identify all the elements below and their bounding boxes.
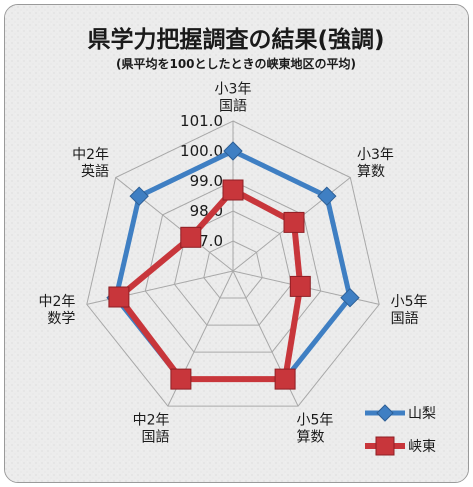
legend-label: 山梨 — [408, 406, 436, 422]
radar-series — [106, 141, 360, 390]
grid-ring — [203, 240, 263, 299]
category-label: 小5年算数 — [297, 412, 334, 445]
grid-ring — [86, 120, 380, 407]
series-marker — [180, 226, 202, 248]
series-marker — [283, 211, 305, 233]
legend-label: 峡東 — [408, 439, 436, 455]
series-marker — [289, 275, 311, 297]
category-label: 中2年国語 — [133, 412, 170, 445]
chart-frame: 県学力把握調査の結果(強調) (県平均を100としたときの峡東地区の平均) 97… — [4, 4, 469, 483]
series-marker — [274, 368, 296, 390]
category-label: 小3年国語 — [215, 82, 252, 115]
category-label: 小5年国語 — [391, 294, 428, 327]
radar-chart: 県学力把握調査の結果(強調) (県平均を100としたときの峡東地区の平均) 97… — [5, 5, 468, 482]
radial-tick-label: 99.0 — [190, 172, 223, 190]
series-marker — [222, 179, 244, 201]
series-marker — [340, 287, 360, 308]
category-label: 中2年数学 — [38, 294, 75, 327]
chart-background — [5, 5, 468, 482]
series-marker — [170, 368, 192, 390]
category-label: 中2年英語 — [72, 147, 109, 180]
series-marker — [317, 186, 337, 206]
series-marker — [108, 286, 130, 308]
chart-subtitle: (県平均を100としたときの峡東地区の平均) — [116, 56, 356, 71]
chart-title: 県学力把握調査の結果(強調) — [87, 26, 384, 53]
grid-ring — [144, 180, 322, 353]
radial-tick-label: 101.0 — [180, 112, 223, 130]
series-marker — [223, 141, 243, 161]
series-marker — [129, 186, 149, 206]
legend-marker — [376, 404, 394, 422]
legend-marker — [375, 436, 395, 456]
category-label: 小3年算数 — [357, 147, 394, 180]
radial-tick-label: 100.0 — [180, 142, 223, 160]
series-line — [115, 187, 304, 383]
